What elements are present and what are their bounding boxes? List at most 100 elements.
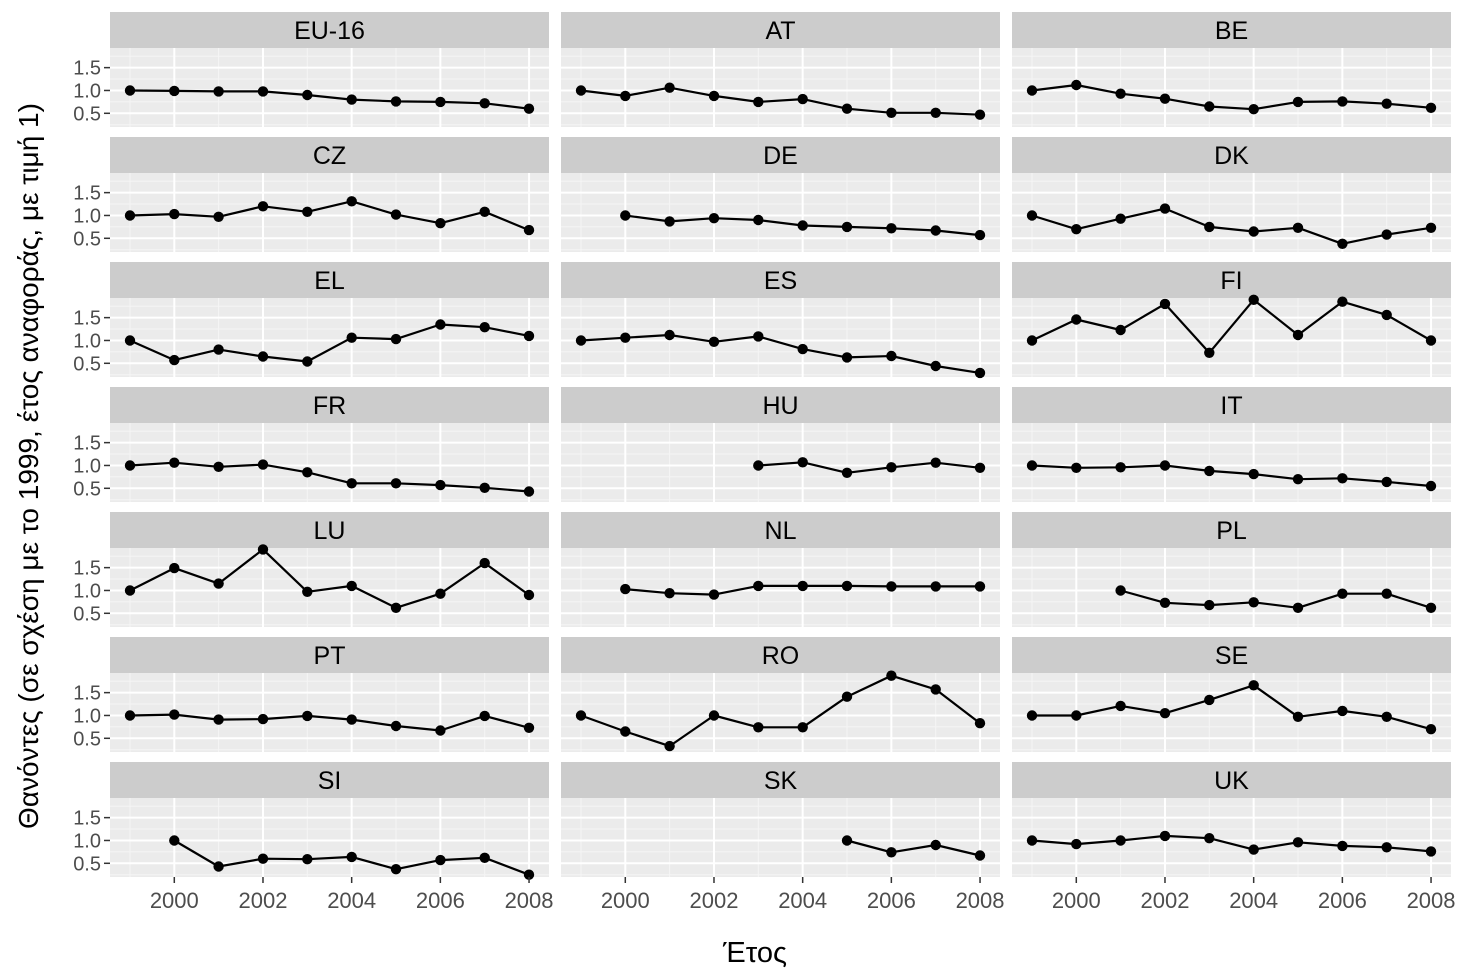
panel-title: FR — [313, 392, 346, 420]
y-tick-label: 1.5 — [73, 58, 101, 80]
x-tick-label: 2006 — [867, 888, 916, 913]
panel-hu: HU — [561, 387, 1000, 502]
y-tick-label: 0.5 — [73, 853, 101, 875]
data-point — [1248, 294, 1259, 305]
data-point — [930, 107, 941, 119]
panel-title: EL — [314, 267, 345, 295]
panel-title: DK — [1214, 142, 1249, 170]
panel-strip — [561, 262, 1000, 298]
data-point — [797, 722, 808, 733]
data-point — [479, 482, 490, 493]
y-tick-label: 1.5 — [73, 683, 101, 705]
data-point — [346, 580, 357, 592]
data-point — [346, 196, 357, 207]
data-point — [257, 86, 269, 97]
y-tick-label: 0.5 — [73, 353, 101, 375]
data-point — [257, 351, 269, 362]
data-point — [302, 586, 313, 597]
data-point — [974, 462, 986, 473]
data-point — [1159, 597, 1171, 608]
x-tick-label: 2006 — [1318, 888, 1367, 913]
x-tick-label: 2004 — [778, 888, 827, 913]
x-axis-title: Έτος — [722, 937, 787, 969]
x-axis-ticks: 2000 2002 2004 2006 2008 2000 2002 2004 2006 2008… — [150, 877, 1456, 913]
gridlines — [1012, 298, 1451, 377]
panel-pl: PL — [1012, 512, 1451, 627]
series-line — [129, 461, 530, 493]
data-point — [1425, 724, 1437, 735]
data-point — [1292, 329, 1304, 341]
panel-strip — [561, 512, 1000, 548]
panel-strip — [110, 262, 549, 298]
panel-title: SK — [764, 767, 798, 795]
panel-sk: SK — [561, 762, 1000, 877]
panel-strip — [1012, 512, 1451, 548]
panel-title: PL — [1216, 517, 1247, 545]
data-point — [435, 854, 446, 866]
y-tick-label: 1.0 — [73, 205, 101, 227]
gridlines — [1012, 798, 1451, 877]
gridlines — [1012, 48, 1451, 127]
data-point — [797, 457, 808, 468]
data-point — [1248, 226, 1259, 237]
data-point — [169, 457, 180, 468]
x-tick-label: 2002 — [239, 888, 288, 913]
series-line — [846, 839, 981, 857]
data-point — [213, 578, 224, 589]
panel-ro: RO — [561, 637, 1000, 752]
y-tick-label: 1.0 — [73, 830, 101, 852]
panel-fi: FI — [1012, 262, 1451, 377]
panel-strip — [1012, 762, 1451, 798]
panel-pt: PT — [110, 637, 549, 752]
series-line — [1031, 83, 1432, 111]
series-line — [580, 674, 981, 748]
panel-title: ES — [764, 267, 797, 295]
data-point — [1204, 221, 1215, 233]
data-point — [1292, 222, 1304, 233]
data-point — [169, 354, 180, 366]
panel-it: IT — [1012, 387, 1451, 502]
data-point — [302, 356, 313, 367]
data-point — [620, 210, 631, 221]
data-point — [930, 225, 941, 236]
data-point — [886, 847, 897, 858]
data-point — [213, 861, 224, 872]
data-point — [664, 82, 675, 93]
gridlines — [110, 798, 549, 877]
data-point — [479, 98, 490, 109]
panel-strip — [561, 387, 1000, 423]
panel-background — [1012, 798, 1451, 877]
data-point — [390, 864, 402, 875]
data-point — [620, 726, 631, 737]
series-line — [129, 548, 530, 609]
y-tick-label: 0.5 — [73, 228, 101, 250]
series-line — [129, 323, 530, 363]
data-point — [841, 691, 853, 702]
data-point — [213, 86, 224, 97]
panel-title: FI — [1220, 267, 1242, 295]
gridlines — [110, 548, 549, 627]
data-point — [1248, 680, 1259, 691]
data-point — [1071, 314, 1082, 325]
data-point — [708, 90, 720, 102]
data-point — [841, 835, 853, 846]
x-tick-label: 2008 — [956, 888, 1005, 913]
data-point — [841, 467, 853, 478]
data-point — [1204, 833, 1215, 844]
data-point — [886, 350, 897, 362]
data-point — [753, 580, 764, 592]
data-point — [708, 589, 720, 600]
panel-cz: CZ — [110, 137, 549, 252]
panel-title: BE — [1215, 17, 1248, 45]
panel-uk: UK — [1012, 762, 1451, 877]
data-point — [1071, 462, 1082, 473]
data-point — [886, 223, 897, 234]
data-point — [302, 89, 313, 101]
data-point — [346, 714, 357, 725]
data-point — [930, 360, 941, 372]
data-point — [1248, 104, 1259, 115]
data-point — [664, 740, 675, 752]
data-point — [1204, 465, 1215, 477]
data-point — [479, 206, 490, 217]
data-point — [124, 585, 136, 596]
